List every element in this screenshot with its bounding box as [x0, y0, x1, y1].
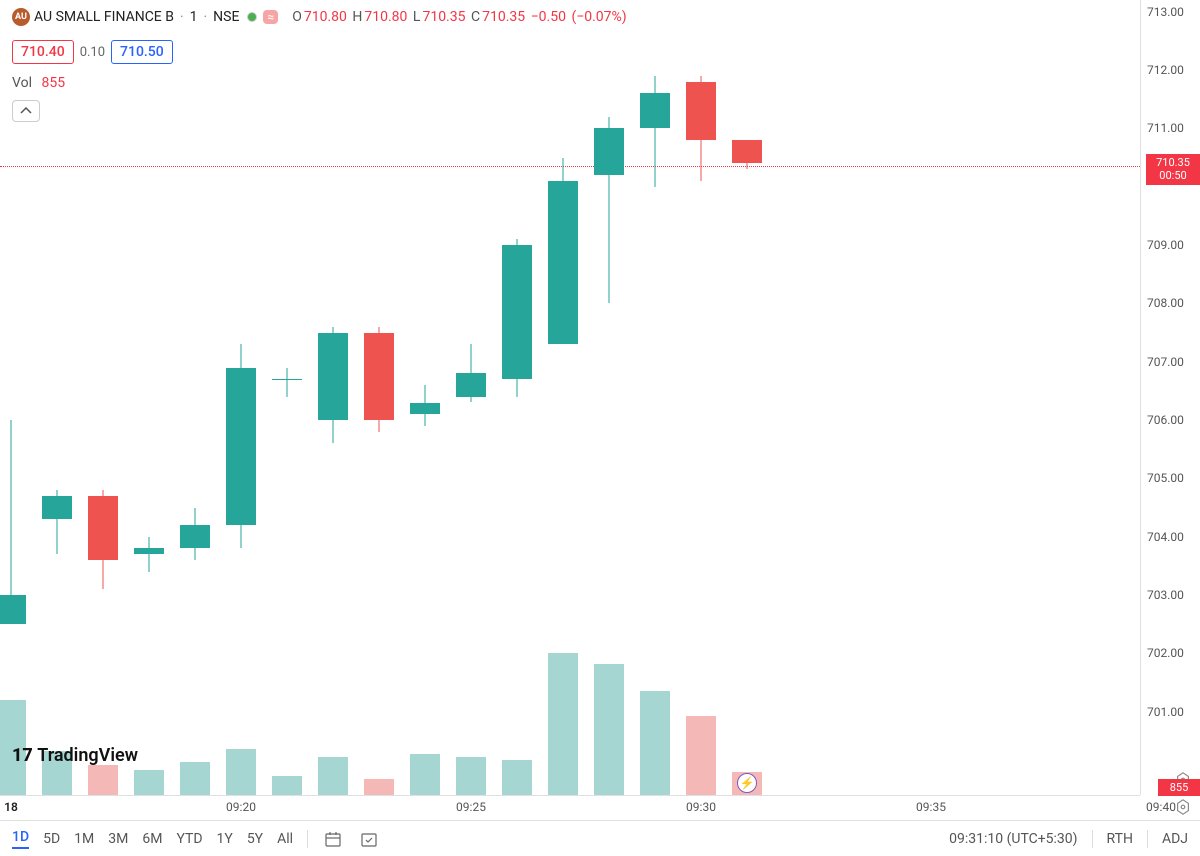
calendar-icon[interactable]	[322, 828, 344, 850]
timeframe-3m[interactable]: 3M	[108, 831, 128, 847]
time-axis-label: 18	[4, 800, 18, 814]
timeframe-1y[interactable]: 1Y	[217, 831, 233, 847]
symbol-logo-icon: AU	[12, 8, 30, 26]
exchange: NSE	[213, 9, 239, 25]
approx-badge-icon: ≈	[263, 10, 278, 24]
time-axis-label: 09:20	[226, 800, 256, 814]
session-rth[interactable]: RTH	[1107, 831, 1133, 847]
chart-header: AU AU SMALL FINANCE B · 1 · NSE ≈ O710.8…	[12, 8, 629, 26]
symbol-name[interactable]: AU SMALL FINANCE B	[34, 9, 174, 25]
price-axis-label: 707.00	[1147, 355, 1184, 369]
earnings-event-icon[interactable]: ⚡	[737, 773, 757, 793]
adj-toggle[interactable]: ADJ	[1162, 831, 1188, 847]
timeframe-5y[interactable]: 5Y	[247, 831, 263, 847]
price-axis-label: 702.00	[1147, 646, 1184, 660]
price-axis-label: 708.00	[1147, 296, 1184, 310]
volume-label: Vol	[12, 75, 32, 91]
current-price-tag: 710.3500:50	[1146, 154, 1200, 184]
market-status-dot-icon	[247, 12, 257, 22]
time-axis[interactable]: 1809:2009:2509:3009:3509:40	[0, 795, 1140, 820]
candle	[410, 0, 440, 795]
time-axis-label: 09:40	[1146, 800, 1176, 814]
candle	[502, 0, 532, 795]
candle	[180, 0, 210, 795]
ohlc-display: O710.80 H710.80 L710.35 C710.35 −0.50 (−…	[292, 9, 628, 25]
ask-price-box[interactable]: 710.50	[111, 40, 173, 64]
price-axis-label: 703.00	[1147, 588, 1184, 602]
price-axis[interactable]: 713.00 712.00 711.00 709.00 708.00 707.00 706.…	[1140, 0, 1200, 795]
volume-axis-tag: 855	[1158, 779, 1200, 796]
candle	[732, 0, 762, 795]
candle	[640, 0, 670, 795]
candle	[594, 0, 624, 795]
bid-ask-row: 710.40 0.10 710.50	[12, 40, 173, 64]
footer-divider	[307, 830, 308, 848]
price-axis-label: 709.00	[1147, 238, 1184, 252]
price-axis-label: 704.00	[1147, 530, 1184, 544]
candle	[42, 0, 72, 795]
separator: ·	[204, 9, 208, 25]
timeframe-ytd[interactable]: YTD	[176, 831, 202, 847]
price-axis-label: 701.00	[1147, 705, 1184, 719]
candle	[364, 0, 394, 795]
candle	[548, 0, 578, 795]
timeframe-6m[interactable]: 6M	[142, 831, 162, 847]
clock-display[interactable]: 09:31:10 (UTC+5:30)	[949, 831, 1077, 847]
candle	[134, 0, 164, 795]
timeframe-5d[interactable]: 5D	[43, 831, 60, 847]
spread-value: 0.10	[80, 45, 105, 60]
timeframe-1m[interactable]: 1M	[74, 831, 94, 847]
time-axis-label: 09:35	[916, 800, 946, 814]
footer-toolbar: 1D 5D 1M 3M 6M YTD 1Y 5Y All 09:31:10 (U…	[0, 820, 1200, 856]
candle	[456, 0, 486, 795]
price-axis-label: 711.00	[1147, 121, 1184, 135]
timeframe-all[interactable]: All	[277, 831, 293, 847]
volume-indicator-row: Vol 855	[12, 75, 65, 91]
candle	[226, 0, 256, 795]
candle	[686, 0, 716, 795]
footer-divider	[1092, 830, 1093, 848]
time-axis-label: 09:25	[456, 800, 486, 814]
price-axis-label: 705.00	[1147, 471, 1184, 485]
goto-date-icon[interactable]	[358, 828, 380, 850]
candle	[88, 0, 118, 795]
price-axis-label: 712.00	[1147, 63, 1184, 77]
volume-value: 855	[41, 75, 65, 91]
price-axis-label: 713.00	[1147, 5, 1184, 19]
candle	[318, 0, 348, 795]
candle	[272, 0, 302, 795]
chart-canvas[interactable]: ⚡	[0, 0, 1140, 795]
collapse-legend-button[interactable]	[12, 100, 40, 122]
bid-price-box[interactable]: 710.40	[12, 40, 74, 64]
separator: ·	[180, 9, 184, 25]
axis-settings-icon[interactable]	[1174, 798, 1194, 818]
price-axis-label: 706.00	[1147, 413, 1184, 427]
interval[interactable]: 1	[190, 9, 198, 25]
footer-divider	[1147, 830, 1148, 848]
tradingview-logo: 17 TradingView	[12, 745, 138, 766]
timeframe-1d[interactable]: 1D	[12, 829, 29, 849]
time-axis-label: 09:30	[686, 800, 716, 814]
